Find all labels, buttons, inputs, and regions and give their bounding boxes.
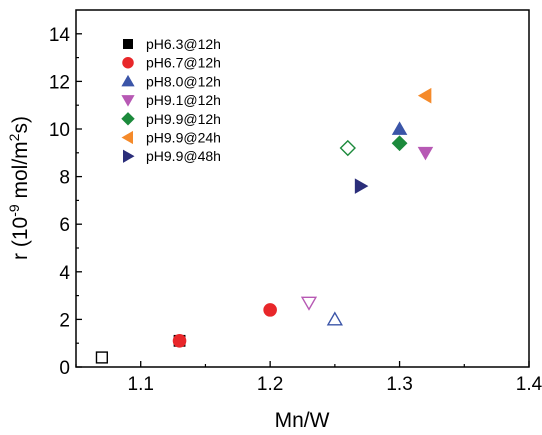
x-tick-label: 1.1 <box>128 374 154 395</box>
x-tick-label: 1.3 <box>386 374 412 395</box>
y-axis-title-sup2: 2 <box>6 133 22 141</box>
data-point <box>339 139 356 157</box>
x-tick-label: 1.4 <box>516 374 542 395</box>
legend-marker <box>121 74 135 87</box>
legend-marker <box>123 39 133 49</box>
x-tick-label: 1.2 <box>257 374 283 395</box>
y-tick-label: 12 <box>49 72 70 93</box>
legend-label: pH9.1@12h <box>146 92 221 108</box>
y-tick-label: 6 <box>59 215 70 236</box>
legend-marker <box>122 56 134 69</box>
x-axis-title: Mn/W <box>275 409 330 432</box>
data-point <box>300 296 318 311</box>
legend-marker <box>121 130 133 145</box>
y-axis-title-sup: -9 <box>6 204 22 217</box>
legend-label: pH9.9@48h <box>146 148 221 164</box>
data-points <box>95 87 434 364</box>
legend: pH6.3@12h pH6.7@12h pH8.0@12h pH9.1@12h pH9.… <box>121 36 221 164</box>
data-point <box>391 121 408 135</box>
legend-label: pH8.0@12h <box>146 73 221 89</box>
legend-marker <box>121 112 135 126</box>
y-axis-title: r (10-9 mol/m2s) <box>6 116 32 260</box>
data-point <box>417 87 432 104</box>
data-point <box>391 135 408 152</box>
y-axis-title-main: r (10 <box>9 217 32 260</box>
legend-label: pH6.7@12h <box>146 55 221 71</box>
y-tick-label: 2 <box>59 310 70 331</box>
plot-area <box>75 9 530 368</box>
axis-ticks: 1.1 1.2 1.3 1.4 0 2 4 6 8 10 12 14 <box>49 25 542 395</box>
legend-marker <box>123 149 135 163</box>
y-axis-title-mid: mol/m <box>9 141 32 204</box>
y-tick-label: 4 <box>59 263 70 284</box>
y-tick-label: 10 <box>49 120 70 141</box>
legend-label: pH9.9@12h <box>146 111 221 127</box>
data-point <box>354 178 369 194</box>
y-tick-label: 14 <box>49 25 71 46</box>
legend-label: pH6.3@12h <box>146 36 221 52</box>
data-point <box>263 303 277 317</box>
legend-marker <box>121 95 135 107</box>
y-tick-label: 0 <box>59 358 70 379</box>
y-axis-title-end: s) <box>9 116 32 134</box>
data-point <box>172 334 187 348</box>
legend-label: pH9.9@24h <box>146 130 221 146</box>
y-tick-label: 8 <box>59 168 70 189</box>
data-point <box>95 351 108 364</box>
data-point <box>326 311 343 326</box>
data-point <box>417 146 434 161</box>
